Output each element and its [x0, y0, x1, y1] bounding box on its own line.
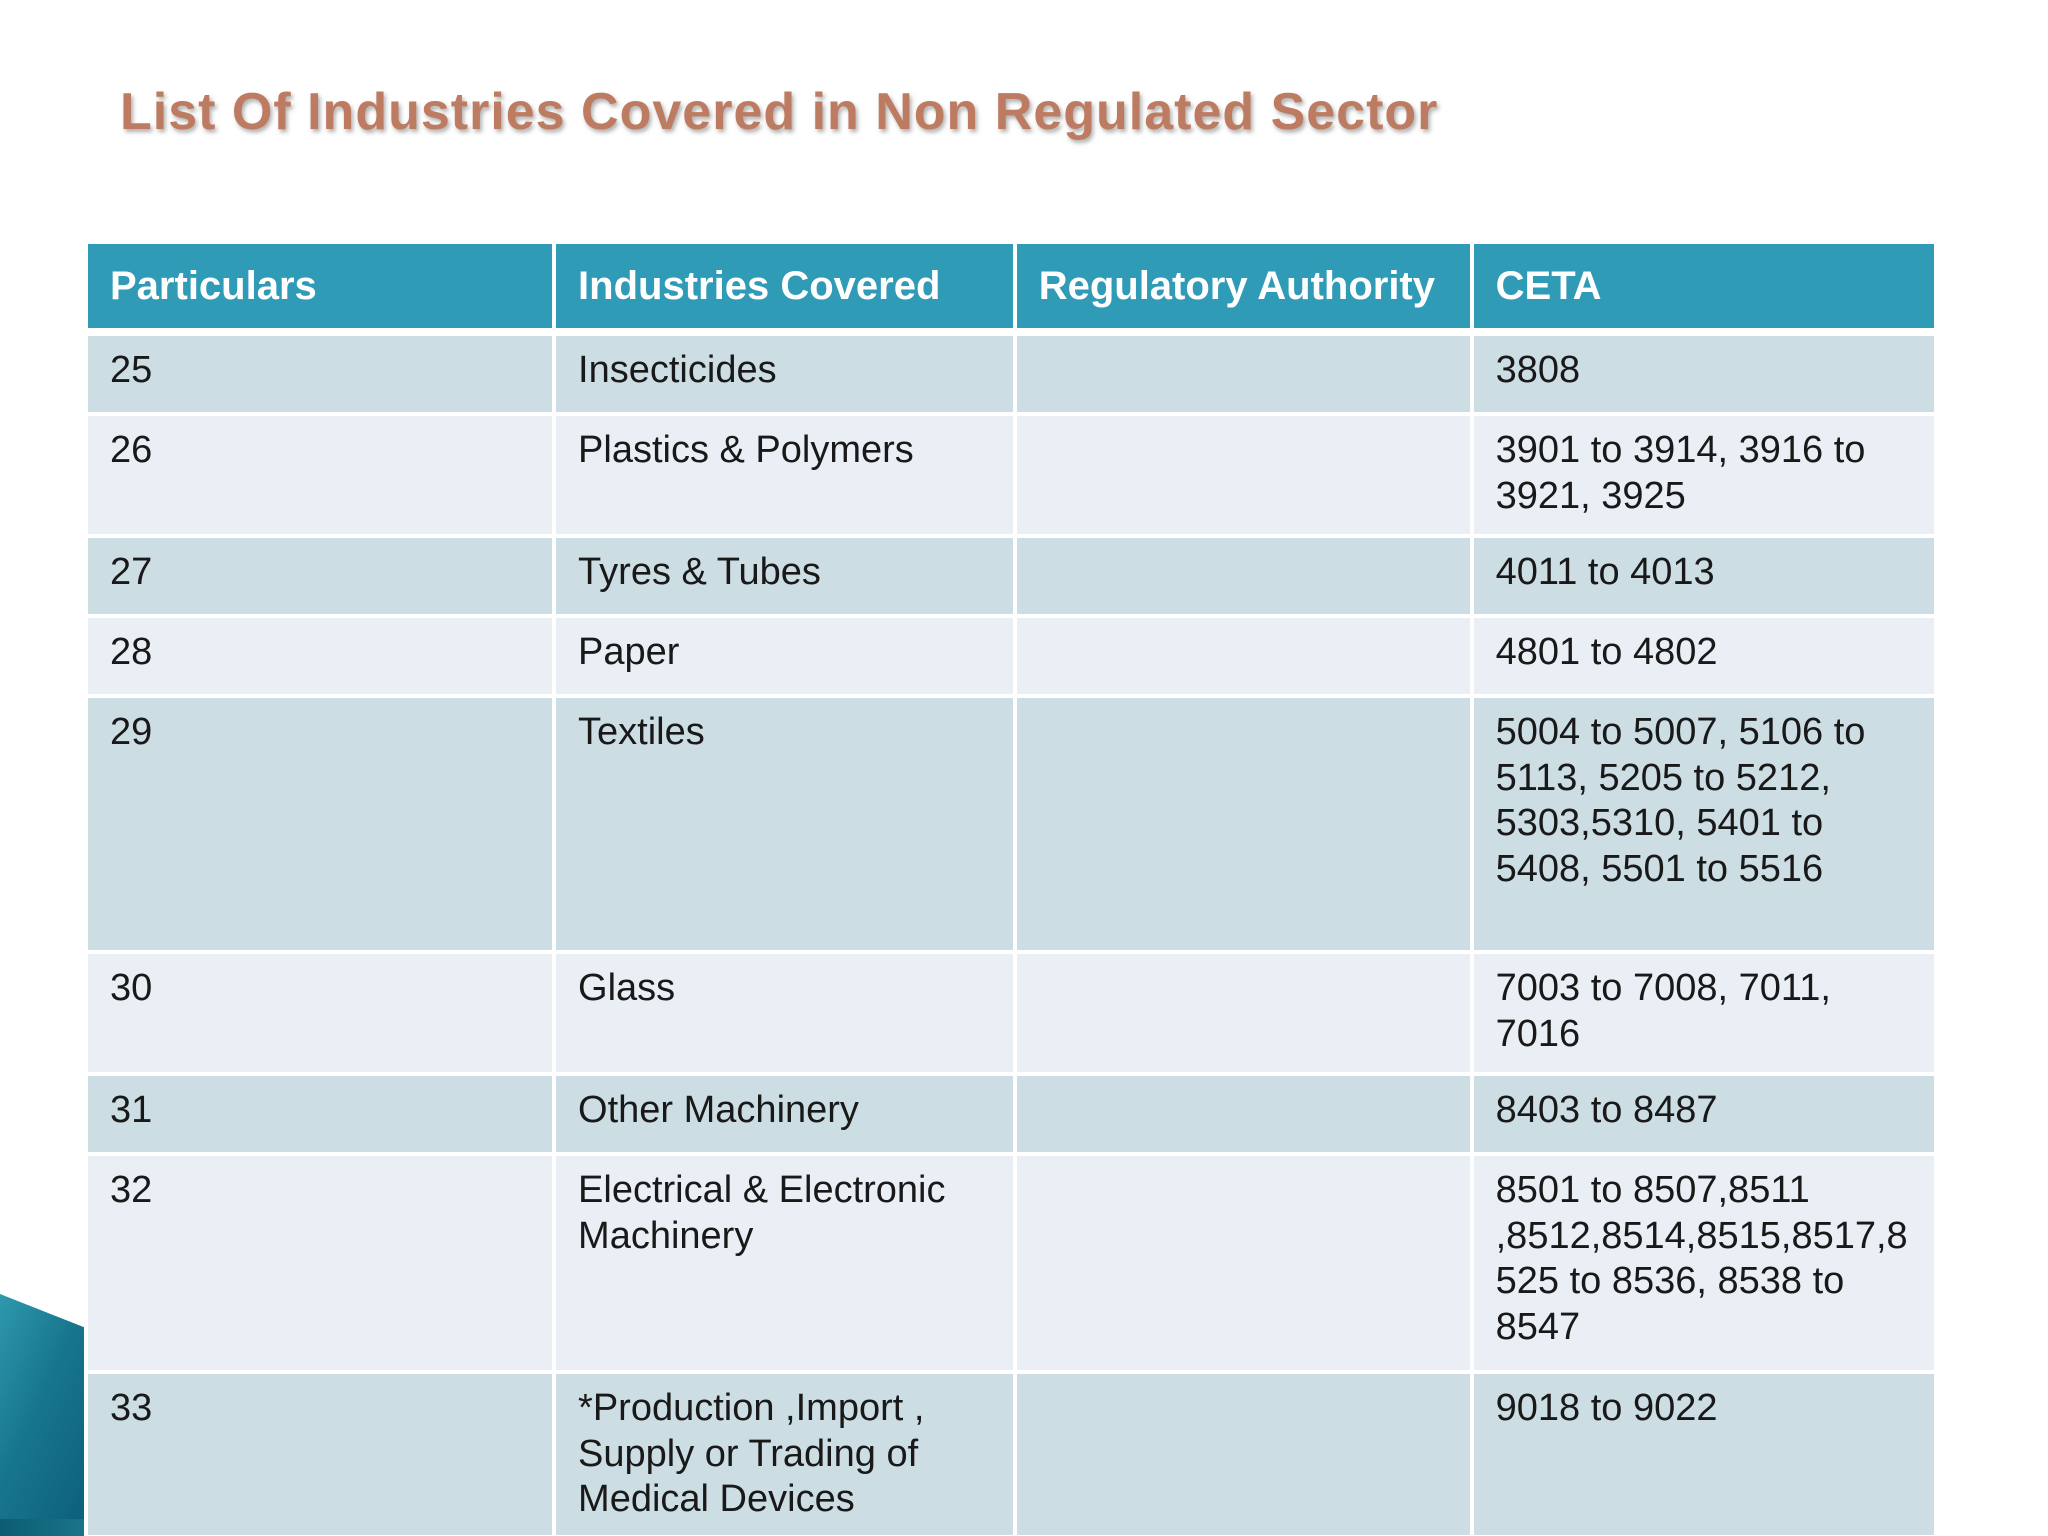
column-header-industry: Industries Covered [552, 240, 1017, 336]
table-row: 26 Plastics & Polymers 3901 to 3914, 3916 … [83, 412, 1939, 538]
cell-authority [1012, 950, 1474, 1076]
table-row: 30 Glass 7003 to 7008, 7011, 7016 [83, 950, 1939, 1076]
cell-authority [1012, 412, 1474, 538]
cell-particulars: 27 [83, 534, 557, 618]
cell-industry: Tyres & Tubes [552, 534, 1017, 618]
table-row: 32 Electrical & Electronic Machinery 8501 … [83, 1152, 1939, 1374]
cell-particulars: 25 [83, 330, 557, 416]
column-header-particulars: Particulars [83, 240, 557, 336]
cell-ceta: 8501 to 8507,8511 ,8512,8514,8515,8517,8… [1469, 1152, 1939, 1374]
table-row: 27 Tyres & Tubes 4011 to 4013 [83, 534, 1939, 618]
cell-industry: Other Machinery [552, 1072, 1017, 1156]
cell-ceta: 5004 to 5007, 5106 to 5113, 5205 to 5212… [1469, 694, 1939, 954]
cell-industry: Paper [552, 614, 1017, 698]
cell-industry: Textiles [552, 694, 1017, 954]
table-row: 29 Textiles 5004 to 5007, 5106 to 5113, 52… [83, 694, 1939, 954]
cell-ceta: 4011 to 4013 [1469, 534, 1939, 618]
cell-particulars: 26 [83, 412, 557, 538]
table-row: 31 Other Machinery 8403 to 8487 [83, 1072, 1939, 1156]
table-row: 33 *Production ,Import , Supply or Tradin… [83, 1370, 1939, 1536]
cell-ceta: 4801 to 4802 [1469, 614, 1939, 698]
cell-authority [1012, 534, 1474, 618]
cell-authority [1012, 1072, 1474, 1156]
cell-industry: Electrical & Electronic Machinery [552, 1152, 1017, 1374]
column-header-authority: Regulatory Authority [1012, 240, 1474, 336]
cell-industry: Insecticides [552, 330, 1017, 416]
cell-particulars: 31 [83, 1072, 557, 1156]
industries-table: Particulars Industries Covered Regulatory … [83, 240, 1939, 1536]
column-header-ceta: CETA [1469, 240, 1939, 336]
slide-title: List Of Industries Covered in Non Regula… [120, 83, 1439, 141]
cell-authority [1012, 1152, 1474, 1374]
cell-industry: Plastics & Polymers [552, 412, 1017, 538]
cell-authority [1012, 330, 1474, 416]
cell-authority [1012, 614, 1474, 698]
table-row: 25 Insecticides 3808 [83, 330, 1939, 416]
cell-ceta: 8403 to 8487 [1469, 1072, 1939, 1156]
table-row: 28 Paper 4801 to 4802 [83, 614, 1939, 698]
cell-ceta: 9018 to 9022 [1469, 1370, 1939, 1536]
corner-accent-shape [0, 1294, 86, 1536]
cell-particulars: 32 [83, 1152, 557, 1374]
cell-particulars: 30 [83, 950, 557, 1076]
cell-particulars: 33 [83, 1370, 557, 1536]
table-body: 25 Insecticides 3808 26 Plastics & Polymers 3… [83, 330, 1939, 1536]
cell-particulars: 28 [83, 614, 557, 698]
cell-authority [1012, 1370, 1474, 1536]
cell-industry: *Production ,Import , Supply or Trading … [552, 1370, 1017, 1536]
cell-industry: Glass [552, 950, 1017, 1076]
table-header-row: Particulars Industries Covered Regulatory … [83, 240, 1939, 336]
cell-ceta: 3808 [1469, 330, 1939, 416]
cell-ceta: 3901 to 3914, 3916 to 3921, 3925 [1469, 412, 1939, 538]
cell-authority [1012, 694, 1474, 954]
cell-particulars: 29 [83, 694, 557, 954]
cell-ceta: 7003 to 7008, 7011, 7016 [1469, 950, 1939, 1076]
